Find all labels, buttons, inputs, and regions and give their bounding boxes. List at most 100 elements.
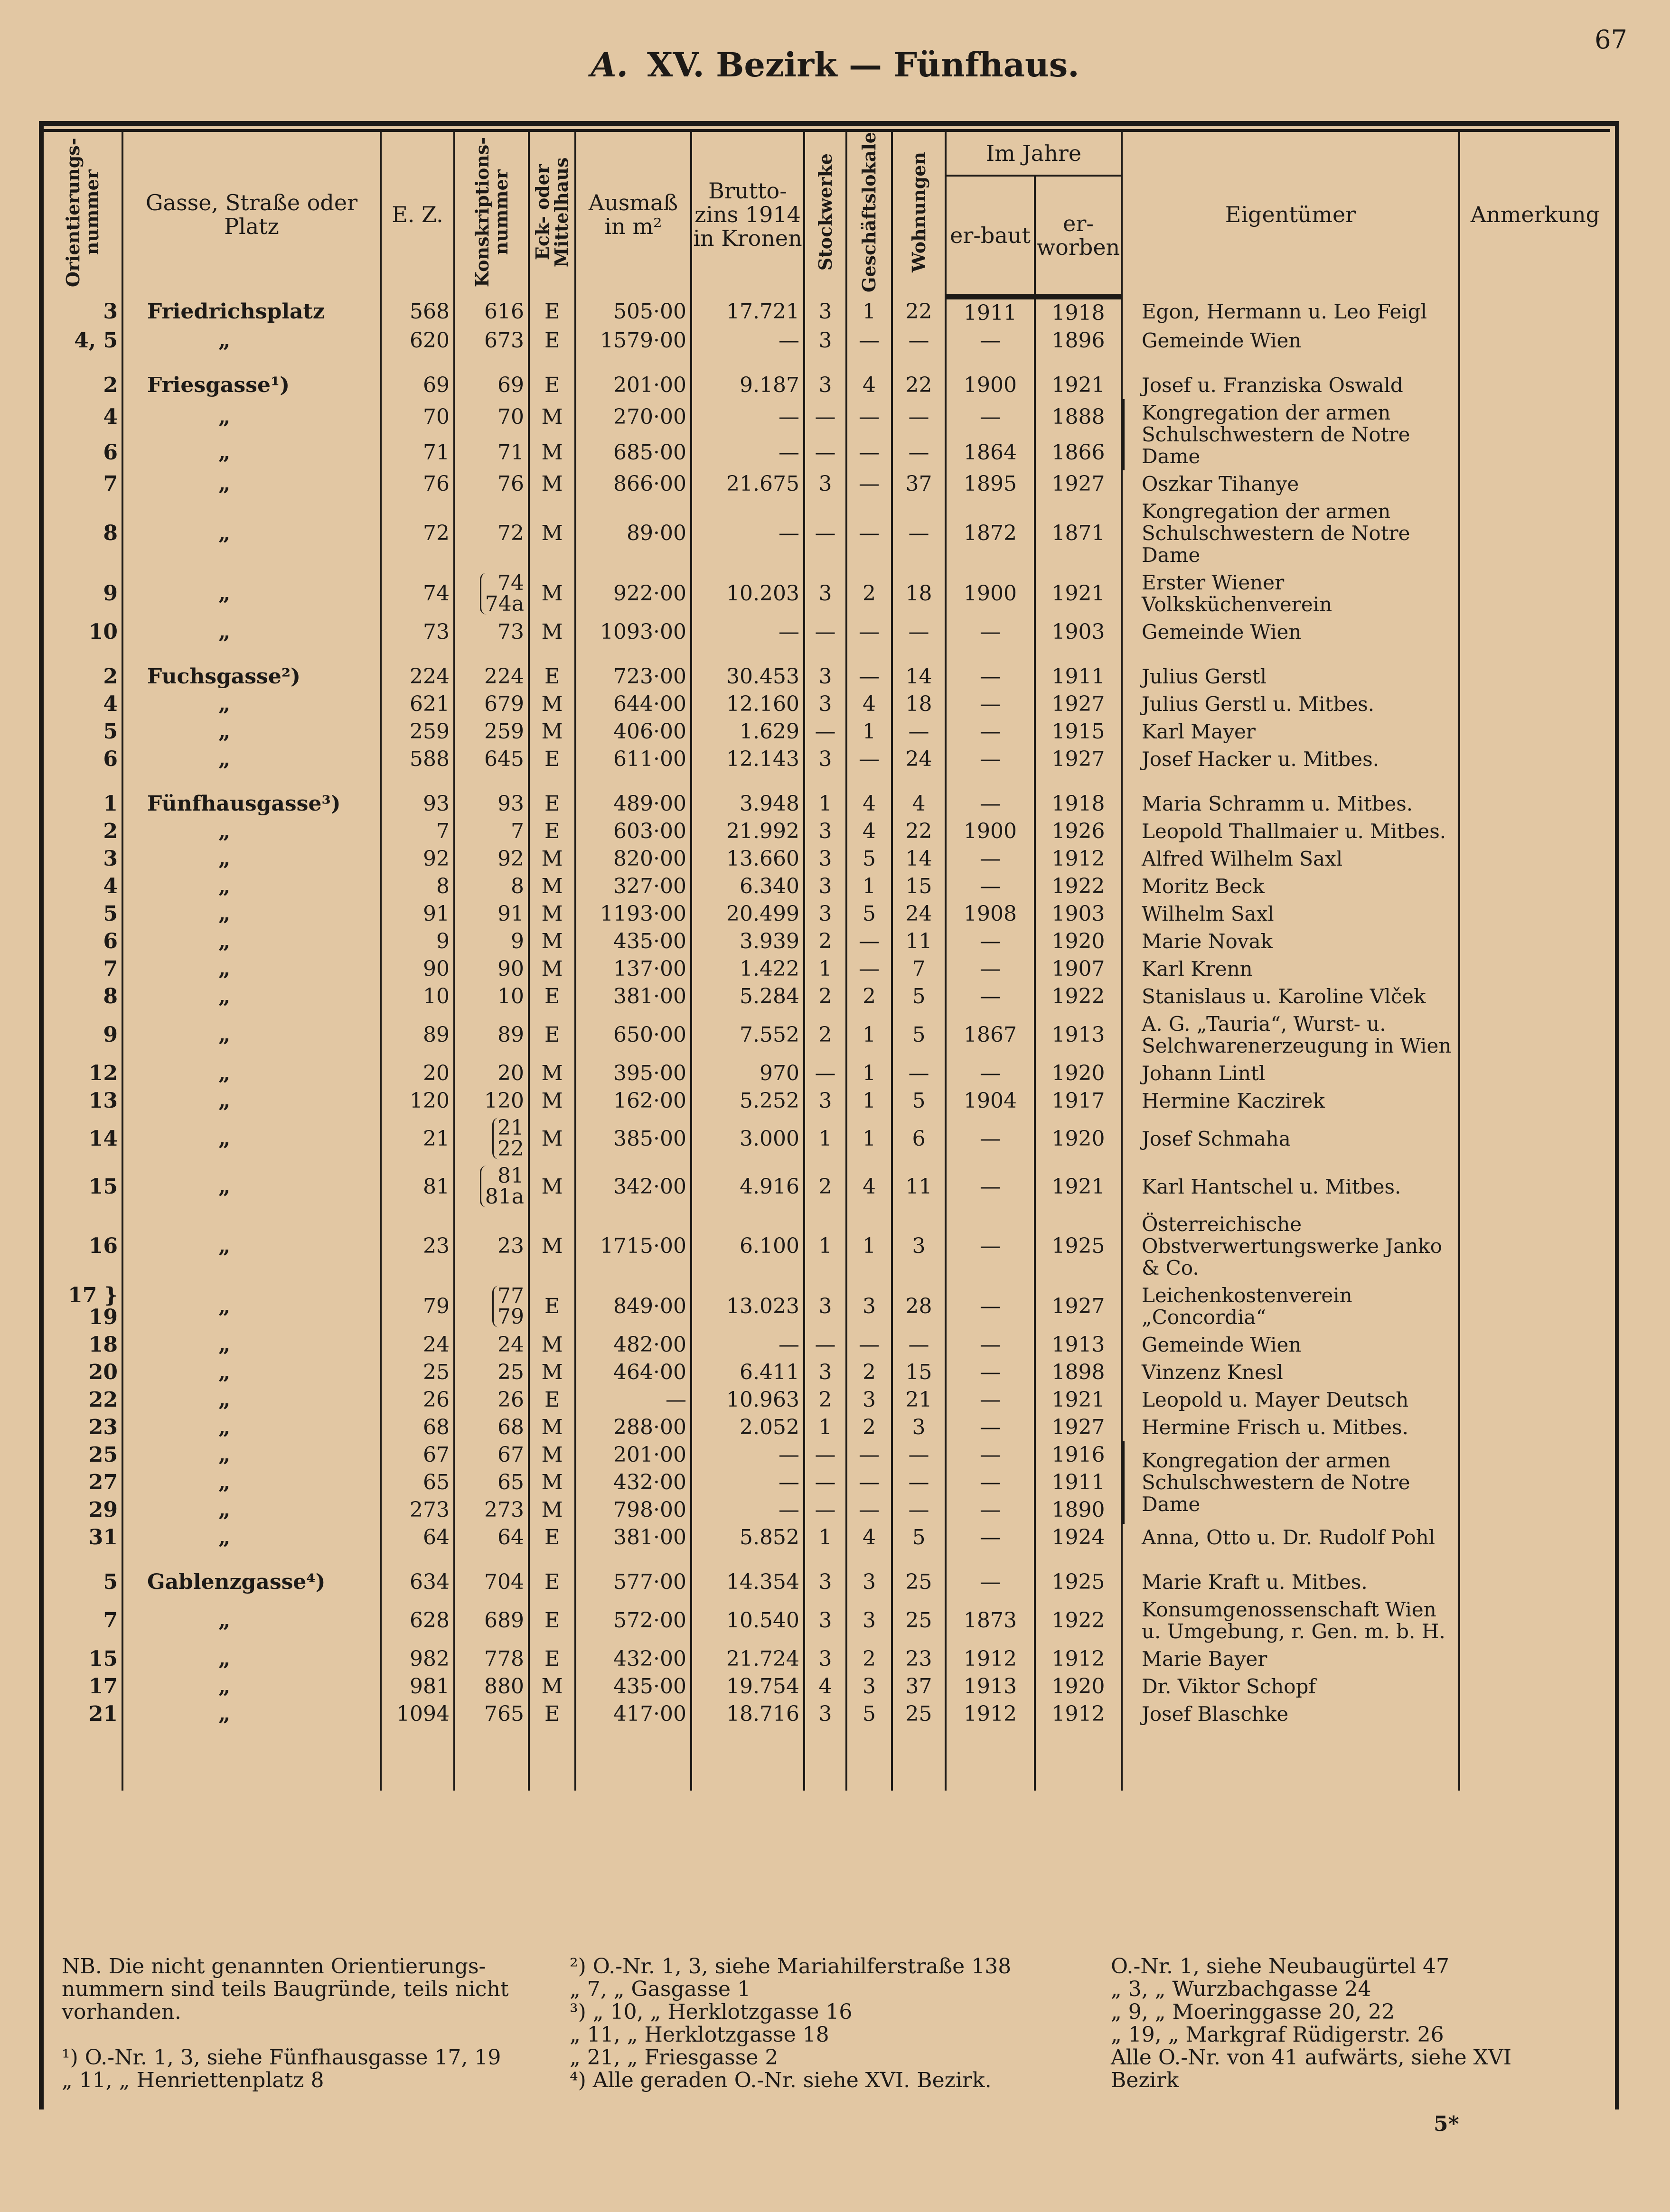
cell-konskr: 704	[453, 1568, 529, 1596]
konskr-number-alt: 22	[497, 1137, 524, 1161]
cell-erbaut: —	[945, 1163, 1035, 1211]
cell-konskr: 23	[453, 1211, 529, 1282]
cell-ez: 7	[380, 818, 454, 846]
group-spacer	[44, 1551, 1610, 1569]
cell-erbaut: —	[945, 1414, 1035, 1442]
spacer-cell	[44, 646, 122, 663]
cell-ez: 621	[380, 691, 454, 719]
cell-orient: 3	[103, 299, 118, 324]
group-spacer	[44, 355, 1610, 372]
cell-street: „	[122, 746, 381, 774]
cell-eck: E	[528, 1282, 575, 1332]
cell-konskr: 7	[453, 818, 529, 846]
cell-orient: 25	[88, 1443, 118, 1467]
cell-ez: 273	[380, 1496, 454, 1524]
cell-anmerkung	[1458, 1163, 1610, 1211]
cell-ausmass: 435·00	[574, 1673, 691, 1701]
cell-stock: 1	[803, 1524, 846, 1552]
cell-erworben: 1912	[1034, 1645, 1122, 1673]
cell-stock: —	[803, 498, 846, 569]
cell-wohn: 3	[891, 1211, 946, 1282]
cell-eigentuemer: Leopold Thallmaier u. Mitbes.	[1121, 818, 1459, 846]
spacer-cell	[690, 773, 804, 791]
spacer-cell	[528, 1551, 575, 1569]
cell-eigentuemer: Kongregation der armen Schulschwestern d…	[1121, 498, 1459, 569]
table-row: 2 „ 7 7 E 603·00 21.992 3 4 22 1900 1926 Leopold Tha…	[44, 818, 1610, 846]
cell-stock: 3	[803, 297, 846, 327]
cell-gesch: —	[845, 470, 892, 498]
cell-stock: 1	[803, 1115, 846, 1163]
cell-ausmass: 432·00	[574, 1645, 691, 1673]
konskr-number-alt: 74a	[485, 591, 524, 616]
cell-street: Friedrichsplatz	[122, 297, 381, 327]
cell-ausmass: —	[574, 1386, 691, 1414]
cell-street: „	[122, 718, 381, 746]
cell-erbaut: —	[945, 1115, 1035, 1163]
cell-brutto: 17.721	[690, 297, 804, 327]
spacer-cell	[122, 1551, 381, 1569]
cell-eigentuemer: Gemeinde Wien	[1121, 618, 1459, 646]
cell-eigentuemer: Kongregation der armen Schulschwestern d…	[1121, 399, 1459, 471]
cell-brutto: 13.023	[690, 1282, 804, 1332]
cell-wohn: 15	[891, 1359, 946, 1387]
cell-brutto: 1.629	[690, 718, 804, 746]
filler-cell	[122, 1728, 381, 1791]
cell-stock: 3	[803, 900, 846, 928]
cell-stock: 3	[803, 1645, 846, 1673]
cell-orient: 22	[88, 1388, 118, 1412]
cell-erbaut: —	[945, 1524, 1035, 1552]
cell-eck: E	[528, 1596, 575, 1646]
cell-ez: 26	[380, 1386, 454, 1414]
cell-eck: E	[528, 790, 575, 818]
footnote-line: ³) „ 10, „ Herklotzgasse 16	[570, 2000, 853, 2024]
cell-brutto: 5.252	[690, 1087, 804, 1115]
cell-erbaut: —	[945, 873, 1035, 901]
footnote-line: „ 11, „ Henriettenplatz 8	[62, 2068, 324, 2092]
cell-wohn: —	[891, 435, 946, 471]
cell-stock: 3	[803, 1596, 846, 1646]
cell-erworben: 1921	[1034, 372, 1122, 400]
cell-eck: M	[528, 1469, 575, 1497]
cell-anmerkung	[1458, 746, 1610, 774]
cell-anmerkung	[1458, 1673, 1610, 1701]
cell-ausmass: 849·00	[574, 1282, 691, 1332]
cell-ez: 620	[380, 327, 454, 355]
cell-ez: 81	[380, 1163, 454, 1211]
cell-orient: 4	[103, 874, 118, 899]
printer-signature: 5*	[1434, 2112, 1459, 2136]
cell-erworben: 1911	[1034, 1469, 1122, 1497]
cell-konskr: 91	[453, 900, 529, 928]
cell-stock: 1	[803, 1211, 846, 1282]
cell-anmerkung	[1458, 1441, 1610, 1524]
cell-street: „	[122, 691, 381, 719]
cell-stock: 3	[803, 470, 846, 498]
table-row: 3 „ 92 92 M 820·00 13.660 3 5 14—1912 Alfred Wilhe…	[44, 845, 1610, 873]
cell-stock: 3	[803, 691, 846, 719]
spacer-cell	[803, 773, 846, 791]
cell-eigentuemer: Julius Gerstl	[1121, 663, 1459, 691]
cell-brutto: 10.203	[690, 569, 804, 619]
filler-cell	[453, 1728, 529, 1791]
cell-konskr: 64	[453, 1524, 529, 1552]
cell-gesch: —	[845, 399, 892, 435]
table-row: 27 „ 65 65 M 432·00— — — — —1911	[44, 1469, 1610, 1497]
cell-erbaut: 1900	[945, 818, 1035, 846]
cell-street: „	[122, 470, 381, 498]
cell-ez: 73	[380, 618, 454, 646]
cell-orient: 2	[103, 373, 118, 398]
spacer-cell	[380, 355, 454, 372]
cell-erbaut: —	[945, 1282, 1035, 1332]
spacer-cell	[44, 773, 122, 790]
filler-cell	[690, 1728, 804, 1791]
cell-gesch: 1	[845, 873, 892, 901]
cell-wohn: 11	[891, 928, 946, 956]
cell-eck: E	[528, 372, 575, 400]
cell-orient: 4	[103, 692, 118, 717]
cell-brutto: 7.552	[690, 1010, 804, 1060]
cell-anmerkung	[1458, 818, 1610, 846]
cell-eigentuemer: Vinzenz Knesl	[1121, 1359, 1459, 1387]
spacer-cell	[453, 773, 529, 791]
cell-street: „	[122, 1115, 381, 1163]
cell-ausmass: 798·00	[574, 1496, 691, 1524]
cell-eck: M	[528, 1163, 575, 1211]
